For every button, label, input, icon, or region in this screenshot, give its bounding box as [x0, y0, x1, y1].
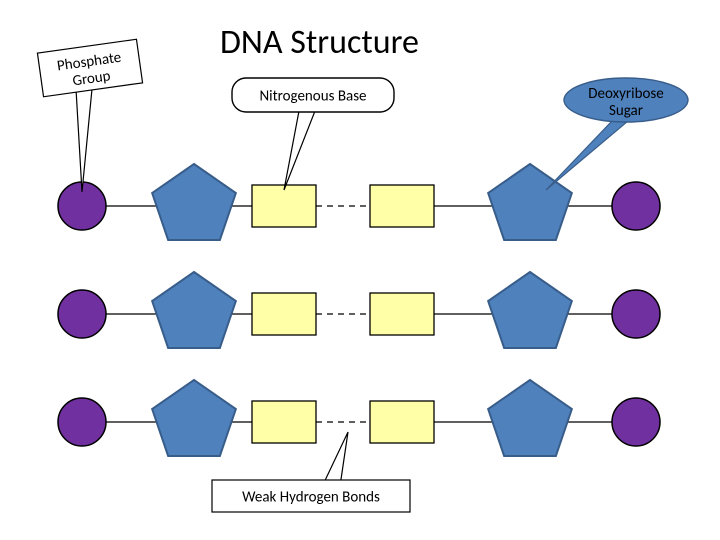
sugar-pentagon [152, 272, 236, 348]
base-rect [370, 293, 434, 335]
svg-text:Deoxyribose: Deoxyribose [588, 85, 663, 103]
phosphate-circle [58, 398, 106, 446]
base-rect [252, 401, 316, 443]
phosphate-circle [612, 182, 660, 230]
base-rect [252, 185, 316, 227]
svg-text:Sugar: Sugar [609, 102, 643, 120]
phosphate-circle [612, 290, 660, 338]
diagram-canvas: Weak Hydrogen BondsPhosphateGroupNitroge… [0, 0, 720, 540]
diagram-title: DNA Structure [220, 22, 419, 63]
phosphate-circle [58, 290, 106, 338]
sugar-pentagon [152, 164, 236, 240]
base-rect [370, 185, 434, 227]
base-rect [370, 401, 434, 443]
sugar-pentagon [488, 272, 572, 348]
sugar-pentagon [488, 380, 572, 456]
base-rect [252, 293, 316, 335]
svg-text:Weak Hydrogen Bonds: Weak Hydrogen Bonds [242, 488, 380, 506]
sugar-pentagon [152, 380, 236, 456]
phosphate-circle [612, 398, 660, 446]
svg-text:Nitrogenous Base: Nitrogenous Base [259, 87, 366, 105]
